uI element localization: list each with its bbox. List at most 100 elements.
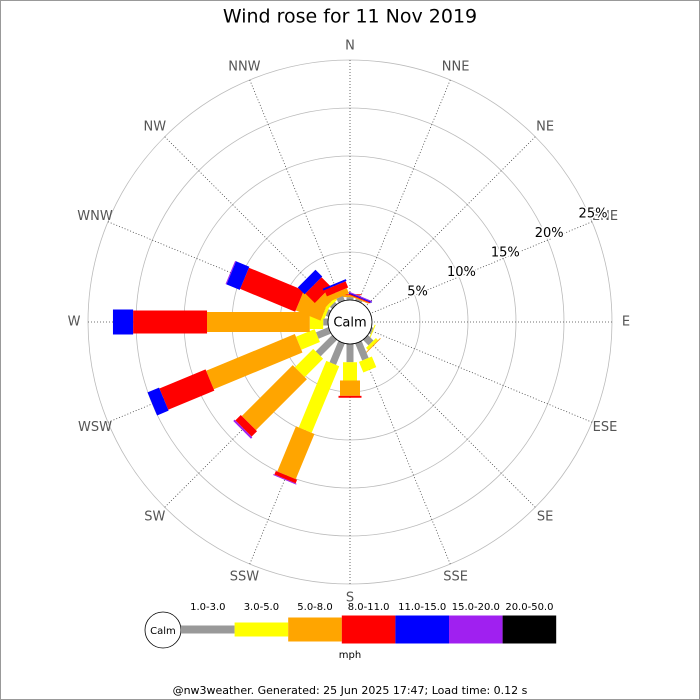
- direction-label: NNW: [228, 60, 260, 75]
- bar-segment: [112, 309, 134, 335]
- bar-segment: [133, 310, 208, 334]
- bar-segment: [336, 295, 345, 304]
- bar-segment: [329, 301, 337, 309]
- bar-segment: [295, 329, 320, 350]
- footer: @nw3weather. Generated: 25 Jun 2025 17:4…: [173, 684, 528, 697]
- ring-label: 15%: [491, 245, 520, 260]
- ring-label: 20%: [535, 226, 564, 241]
- direction-bar: [273, 340, 345, 485]
- direction-bar: [355, 340, 377, 373]
- direction-bar: [368, 324, 376, 338]
- bar-segment: [348, 291, 373, 303]
- bar-segment: [294, 348, 324, 378]
- bar-segment: [348, 292, 372, 303]
- bar-segment: [338, 395, 362, 398]
- bar-segment: [346, 297, 354, 300]
- direction-label: NW: [144, 119, 167, 134]
- legend-label: 20.0-50.0: [505, 602, 553, 613]
- direction-label: SSW: [230, 569, 260, 584]
- direction-label: N: [345, 39, 355, 54]
- bar-segment: [355, 298, 363, 304]
- direction-label: SE: [537, 510, 553, 525]
- bar-segment: [340, 295, 360, 298]
- direction-bar: [112, 309, 329, 335]
- direction-label: W: [68, 315, 81, 330]
- direction-label: E: [622, 315, 630, 330]
- legend-label: 8.0-11.0: [348, 602, 390, 613]
- bar-segment: [325, 297, 338, 310]
- legend-label: 5.0-8.0: [297, 602, 332, 613]
- legend-swatch: [341, 615, 396, 644]
- bar-segment: [348, 293, 371, 304]
- ring-label: 25%: [579, 206, 608, 221]
- bar-segment: [298, 360, 340, 433]
- direction-label: ENE: [592, 209, 618, 224]
- bar-segment: [346, 344, 354, 363]
- direction-label: WSW: [78, 420, 112, 435]
- bar-segment: [323, 318, 329, 326]
- bar-segment: [325, 309, 332, 317]
- bar-segment: [305, 277, 332, 304]
- bar-segment: [235, 414, 258, 437]
- legend-label: 1.0-3.0: [190, 602, 225, 613]
- bar-segment: [340, 380, 360, 396]
- bar-segment: [315, 327, 332, 339]
- bar-segment: [297, 269, 323, 295]
- bar-segment: [315, 335, 337, 357]
- bar-segment: [277, 426, 315, 480]
- bar-segment: [273, 474, 297, 485]
- legend-swatch: [502, 615, 557, 644]
- bar-segment: [147, 387, 169, 416]
- bar-segment: [366, 338, 378, 350]
- bar-segment: [324, 281, 349, 297]
- bar-segment: [369, 324, 376, 338]
- legend-label: 11.0-15.0: [398, 602, 446, 613]
- bar-segment: [206, 334, 303, 390]
- direction-bar: [147, 327, 332, 416]
- legend-label: 15.0-20.0: [452, 602, 500, 613]
- chart-title: Wind rose for 11 Nov 2019: [223, 6, 477, 28]
- direction-label: WNW: [77, 209, 113, 224]
- direction-bar: [322, 279, 349, 304]
- legend-swatch: [181, 625, 235, 634]
- bar-segment: [358, 356, 377, 373]
- direction-label: NE: [536, 119, 554, 134]
- bar-segment: [322, 279, 347, 291]
- legend-swatch: [449, 615, 503, 644]
- bar-segment: [368, 327, 374, 335]
- bar-segment: [225, 260, 237, 285]
- legend-calm-label: Calm: [150, 626, 176, 637]
- bar-segment: [349, 295, 369, 304]
- bar-segment: [159, 369, 215, 410]
- legend-label: 3.0-5.0: [244, 602, 279, 613]
- legend-swatch: [395, 615, 449, 644]
- direction-bar: [233, 335, 337, 439]
- bar-segment: [233, 419, 253, 439]
- bar-segment: [328, 288, 349, 302]
- direction-bar: [225, 260, 332, 321]
- bar-segment: [241, 365, 307, 431]
- unit-label: mph: [339, 650, 361, 661]
- direction-label: SW: [144, 510, 165, 525]
- direction-label: NNE: [442, 60, 470, 75]
- direction-bar: [348, 291, 373, 304]
- bar-segment: [226, 261, 250, 290]
- direction-bar: [338, 344, 362, 398]
- bar-segment: [355, 340, 369, 361]
- bar-segment: [274, 470, 298, 484]
- direction-label: SSE: [443, 569, 468, 584]
- bar-segment: [343, 362, 357, 381]
- bar-segment: [240, 267, 304, 312]
- calm-circle: [327, 299, 373, 345]
- calm-label: Calm: [333, 316, 366, 331]
- ring-label: 10%: [447, 265, 476, 280]
- direction-label: ESE: [593, 420, 618, 435]
- ring-label: 5%: [407, 284, 428, 299]
- bar-segment: [329, 340, 345, 365]
- legend-swatch: [234, 622, 289, 637]
- bar-segment: [365, 337, 381, 353]
- direction-label: S: [346, 591, 354, 606]
- bar-segment: [207, 312, 310, 332]
- legend-swatch: [288, 617, 342, 642]
